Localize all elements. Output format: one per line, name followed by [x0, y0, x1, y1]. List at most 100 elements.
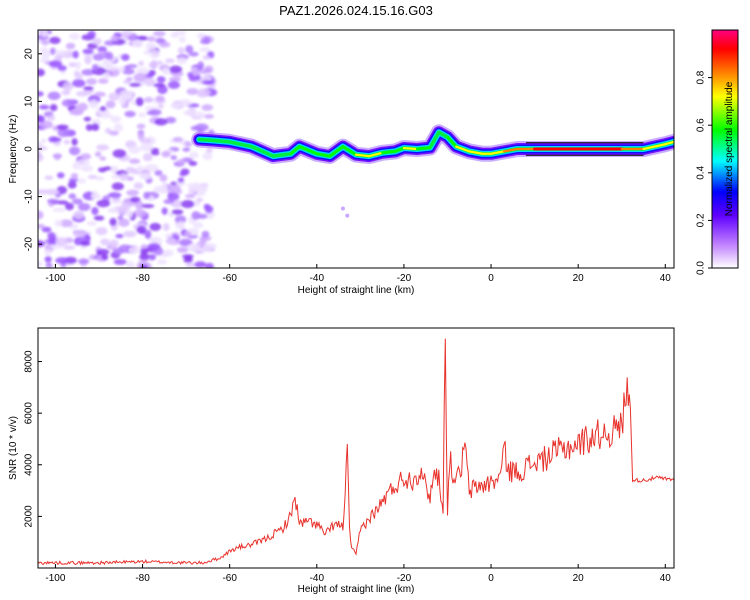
noise-blob — [138, 35, 148, 41]
noise-blob — [180, 200, 195, 209]
noise-blob — [91, 64, 99, 72]
noise-blob — [145, 42, 157, 51]
noise-blob — [99, 156, 107, 161]
noise-blob — [199, 69, 208, 74]
noise-blob — [177, 177, 185, 183]
noise-blob — [185, 262, 197, 268]
snr-xtick-label: 40 — [660, 573, 672, 584]
noise-blob — [205, 262, 214, 268]
ridge-core — [367, 151, 384, 158]
noise-blob — [165, 237, 177, 245]
noise-blob — [118, 218, 130, 227]
noise-blob — [69, 33, 81, 40]
spectrogram-ytick-label: 10 — [24, 95, 35, 107]
spectrogram-xtick-label: -40 — [310, 273, 325, 284]
noise-blob — [123, 230, 137, 238]
noise-blob — [167, 80, 180, 89]
noise-blob — [101, 253, 109, 261]
ridge-core — [455, 145, 471, 153]
noise-blob — [146, 110, 158, 116]
spectrogram-xtick-label: 20 — [573, 273, 585, 284]
noise-blobs — [38, 30, 218, 268]
noise-blob — [153, 30, 166, 37]
noise-blob — [203, 114, 214, 119]
colorbar: 0.0 0.2 0.4 0.6 0.8 Normalized spectral ampl… — [696, 29, 739, 275]
noise-blob — [167, 184, 181, 193]
noise-blob — [99, 106, 107, 112]
noise-blob — [156, 76, 166, 83]
noise-blob — [82, 48, 94, 55]
noise-blob — [47, 115, 56, 121]
noise-blob — [94, 151, 102, 157]
snr-xtick-label: -20 — [397, 573, 412, 584]
noise-blob — [144, 163, 159, 172]
noise-blob — [188, 51, 199, 57]
noise-blob — [80, 165, 94, 172]
ridge-core — [664, 140, 674, 146]
snr-ytick-label: 6000 — [24, 402, 35, 425]
noise-blob — [38, 210, 44, 220]
snr-ytick-label: 2000 — [24, 505, 35, 528]
noise-blob — [44, 255, 52, 263]
noise-blob — [56, 200, 69, 205]
noise-blob — [73, 210, 85, 220]
noise-blob — [86, 78, 98, 85]
noise-blob — [56, 124, 69, 130]
noise-blob — [201, 80, 215, 85]
noise-blob — [197, 88, 211, 96]
noise-blob — [92, 53, 105, 61]
spectrogram-xtick-label: -20 — [397, 273, 412, 284]
noise-blob — [150, 150, 160, 156]
noise-blob — [142, 153, 153, 162]
snr-xtick-label: 20 — [573, 573, 585, 584]
noise-blob — [115, 233, 124, 239]
noise-blob — [128, 158, 141, 164]
noise-blob — [113, 258, 127, 265]
noise-blob — [61, 99, 75, 107]
noise-blob — [86, 220, 97, 227]
ridge-core — [328, 145, 345, 158]
noise-blob — [110, 115, 122, 123]
noise-blob — [184, 230, 192, 238]
noise-blob — [161, 150, 171, 158]
noise-blob — [76, 159, 91, 166]
noise-blob — [44, 175, 54, 180]
noise-blob — [345, 213, 350, 218]
noise-blob — [205, 147, 213, 154]
noise-blob — [189, 151, 199, 159]
noise-blob — [61, 89, 71, 96]
noise-blob — [40, 30, 49, 37]
ridge-core — [642, 143, 667, 151]
noise-blob — [108, 207, 118, 213]
noise-blob — [174, 215, 187, 224]
noise-blob — [164, 58, 175, 64]
noise-blob — [155, 95, 165, 103]
ridge-core — [315, 152, 331, 158]
noise-blob — [110, 35, 119, 42]
noise-blob — [170, 155, 177, 161]
noise-blob — [154, 118, 168, 126]
noise-blob — [182, 147, 191, 152]
noise-blob — [113, 123, 124, 133]
noise-blob — [38, 240, 45, 248]
noise-blob — [38, 146, 48, 151]
noise-blob — [184, 194, 196, 199]
noise-blob — [138, 112, 147, 118]
noise-blob — [96, 248, 110, 255]
noise-blob — [183, 109, 196, 116]
colorbar-tick-label: 0.8 — [696, 70, 707, 84]
noise-blob — [158, 41, 171, 48]
noise-blob — [153, 83, 166, 88]
noise-blob — [65, 42, 76, 50]
ridge-core — [298, 145, 318, 155]
noise-blob — [170, 32, 179, 38]
noise-blob — [71, 138, 78, 146]
noise-blob — [93, 215, 105, 221]
noise-blob — [48, 60, 63, 68]
noise-blob — [77, 178, 86, 184]
noise-blob — [79, 240, 91, 247]
noise-blob — [185, 45, 194, 54]
noise-blob — [203, 243, 215, 252]
noise-blob — [38, 153, 44, 162]
